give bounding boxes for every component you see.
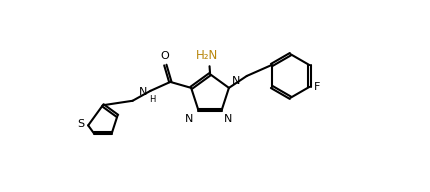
Text: N: N (185, 114, 194, 124)
Text: O: O (160, 51, 169, 61)
Text: H: H (150, 95, 156, 104)
Text: N: N (232, 76, 240, 86)
Text: S: S (77, 119, 84, 129)
Text: N: N (224, 114, 232, 124)
Text: F: F (314, 82, 321, 92)
Text: H₂N: H₂N (196, 49, 218, 62)
Text: N: N (139, 87, 147, 97)
